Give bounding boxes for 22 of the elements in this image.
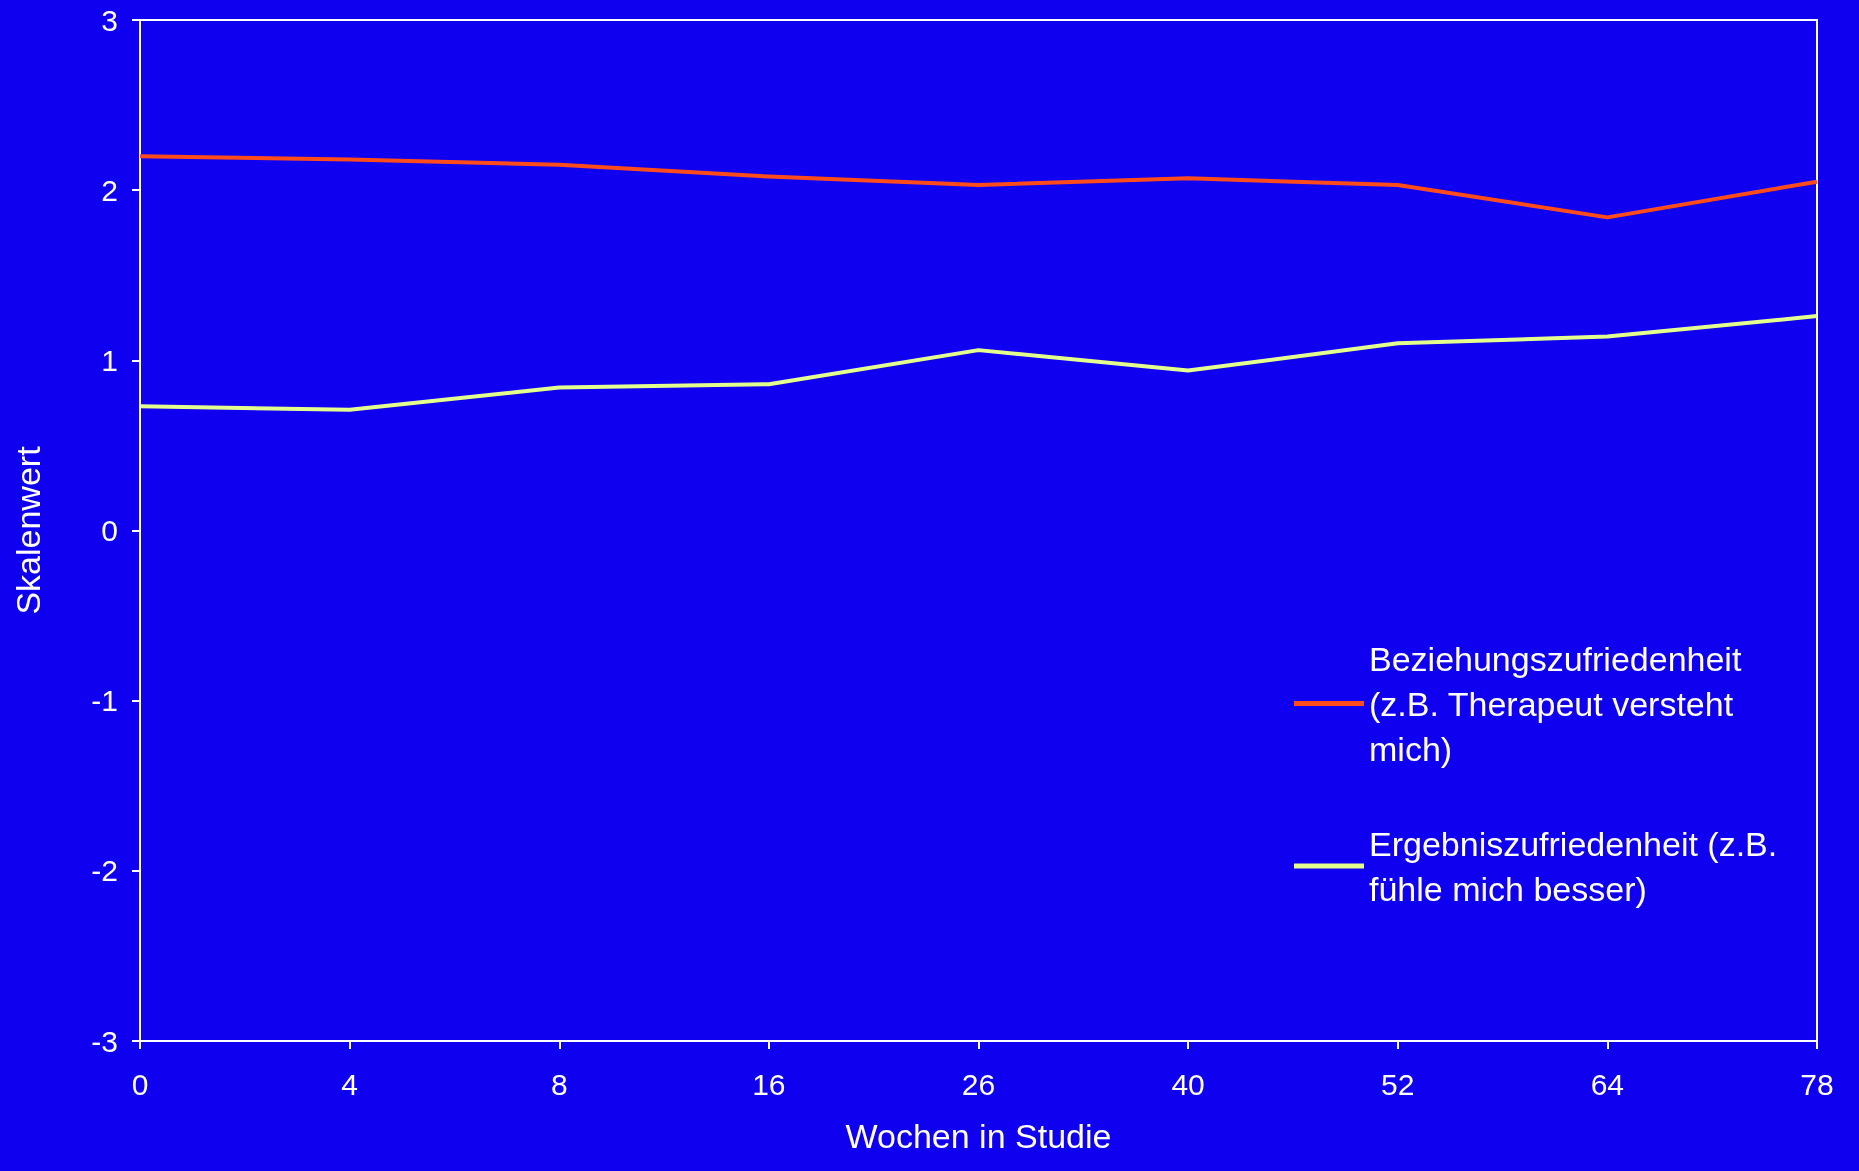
y-axis-title: Skalenwert (9, 445, 47, 615)
x-tick-label: 16 (752, 1067, 786, 1101)
line-series (138, 314, 1819, 412)
y-tick-label: -1 (91, 684, 118, 718)
y-tick-label: 0 (101, 514, 118, 547)
legend-label: Ergebniszufriedenheit (z.B. fühle mich besser) (1369, 824, 1787, 908)
x-tick-label: 64 (1590, 1067, 1625, 1101)
line-series (138, 154, 1819, 220)
x-tick-label: 4 (341, 1067, 358, 1101)
legend-label: Beziehungszufriedenheit (z.B. Therapeut versteht mich) (1369, 639, 1751, 768)
y-tick-label: -3 (91, 1024, 118, 1058)
x-tick-label: 26 (961, 1067, 996, 1101)
y-tick-label: 1 (101, 343, 118, 377)
y-tick-label: 3 (101, 3, 118, 37)
x-tick-label: 40 (1171, 1067, 1205, 1101)
y-tick-label: 2 (101, 173, 118, 207)
x-tick-label: 52 (1381, 1067, 1415, 1101)
x-tick-label: 78 (1800, 1067, 1834, 1101)
y-tick-label: -2 (91, 854, 118, 888)
x-tick-label: 0 (131, 1067, 149, 1101)
x-axis-title: Wochen in Studie (845, 1117, 1112, 1155)
x-tick-label: 8 (550, 1067, 568, 1101)
